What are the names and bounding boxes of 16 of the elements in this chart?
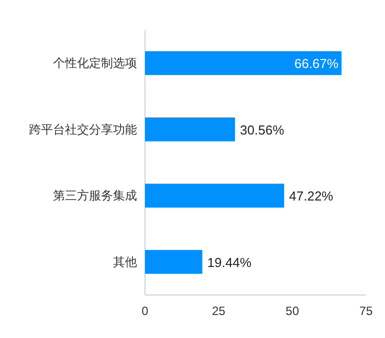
bar: [145, 117, 236, 142]
data-label: 47.22%: [289, 188, 334, 204]
y-tick-label: 第三方服务集成: [53, 188, 137, 203]
y-tick-label: 跨平台社交分享功能: [29, 122, 137, 136]
data-label: 19.44%: [207, 254, 252, 270]
y-tick-label: 其他: [113, 254, 137, 269]
bar: [145, 184, 284, 208]
x-tick-label: 0: [142, 304, 149, 318]
y-tick-label: 个性化定制选项: [53, 56, 137, 70]
bar: [145, 250, 202, 274]
x-tick-label: 75: [359, 304, 373, 318]
x-tick-label: 25: [212, 304, 226, 318]
data-label: 66.67%: [294, 56, 339, 72]
bar: [145, 51, 342, 76]
data-label: 30.56%: [240, 122, 285, 138]
x-tick-label: 50: [286, 304, 300, 318]
